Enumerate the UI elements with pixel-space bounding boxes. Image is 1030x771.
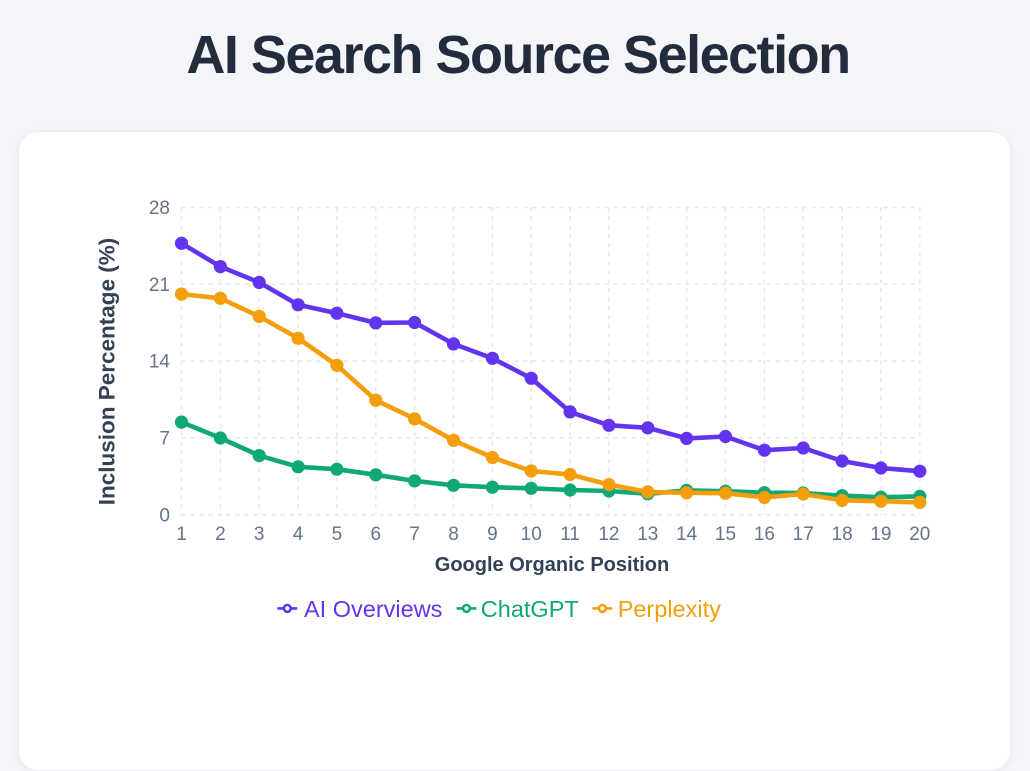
svg-text:7: 7 bbox=[409, 524, 420, 545]
svg-text:8: 8 bbox=[448, 524, 459, 545]
svg-text:16: 16 bbox=[754, 524, 775, 545]
svg-text:9: 9 bbox=[487, 524, 498, 545]
svg-text:11: 11 bbox=[560, 524, 580, 545]
svg-text:17: 17 bbox=[793, 524, 814, 545]
svg-text:28: 28 bbox=[149, 198, 170, 219]
svg-text:20: 20 bbox=[909, 524, 930, 545]
svg-text:18: 18 bbox=[832, 524, 853, 545]
svg-text:19: 19 bbox=[870, 524, 891, 545]
svg-text:13: 13 bbox=[637, 524, 658, 545]
svg-text:6: 6 bbox=[371, 524, 382, 545]
svg-text:12: 12 bbox=[598, 524, 619, 545]
svg-text:2: 2 bbox=[215, 524, 226, 545]
svg-text:Inclusion Percentage (%): Inclusion Percentage (%) bbox=[95, 238, 120, 506]
svg-text:10: 10 bbox=[521, 524, 542, 545]
svg-text:AI Overviews: AI Overviews bbox=[304, 596, 442, 622]
svg-text:21: 21 bbox=[149, 275, 170, 296]
svg-text:14: 14 bbox=[149, 352, 171, 373]
svg-text:0: 0 bbox=[159, 505, 170, 526]
svg-text:5: 5 bbox=[332, 524, 343, 545]
svg-text:Perplexity: Perplexity bbox=[618, 596, 721, 622]
svg-text:ChatGPT: ChatGPT bbox=[481, 596, 579, 622]
svg-text:7: 7 bbox=[159, 428, 170, 449]
svg-text:15: 15 bbox=[715, 524, 736, 545]
svg-text:3: 3 bbox=[254, 524, 265, 545]
svg-text:4: 4 bbox=[293, 524, 304, 545]
svg-text:Google Organic Position: Google Organic Position bbox=[435, 554, 669, 576]
svg-text:1: 1 bbox=[176, 524, 187, 545]
svg-text:14: 14 bbox=[676, 524, 698, 545]
